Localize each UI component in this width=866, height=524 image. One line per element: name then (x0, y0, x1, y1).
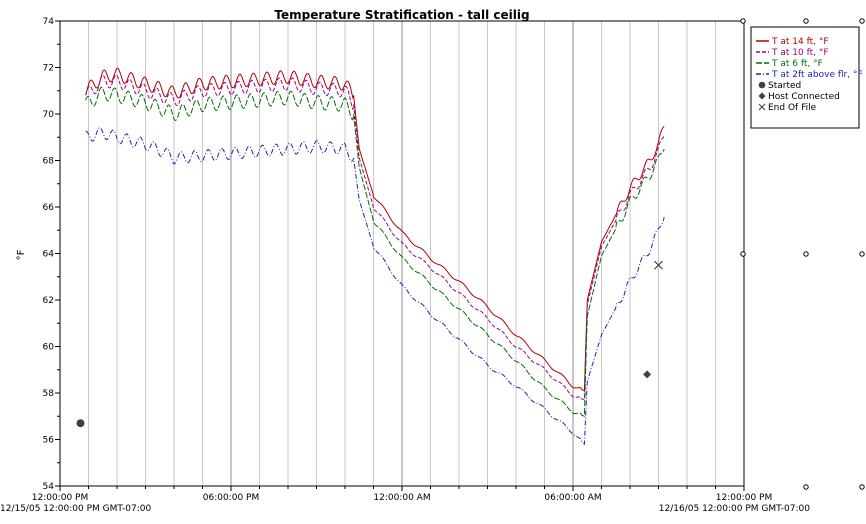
axis-node (803, 484, 809, 490)
x-tick-label: 12:00:00 PM (32, 493, 88, 503)
x-tick-label: 12:00:00 PM (716, 493, 772, 503)
legend-entry-4: T at 2ft above flr, °F (771, 70, 863, 80)
marker-end-of-file (654, 260, 663, 270)
chart-title: Temperature Stratification - tall ceilig (274, 8, 529, 22)
y-tick-label: 70 (43, 110, 55, 120)
date-label-left: 12/15/05 12:00:00 PM GMT-07:00 (0, 504, 151, 514)
y-tick-label: 64 (43, 250, 55, 260)
y-tick-label: 74 (43, 17, 55, 27)
axis-node (740, 251, 746, 257)
x-tick-label: 12:00:00 AM (373, 493, 430, 503)
x-tick-label: 06:00:00 AM (544, 493, 601, 503)
event-markers (76, 260, 663, 428)
marker-started (76, 419, 85, 428)
legend-marker-host (758, 92, 766, 100)
y-tick-label: 62 (43, 296, 54, 306)
y-tick-label: 68 (43, 157, 55, 167)
legend-entry-2: T at 10 ft, °F (771, 48, 829, 58)
y-tick-label: 72 (43, 64, 54, 74)
axis-node (740, 18, 746, 24)
series-line-2 (85, 74, 665, 401)
axis-node (859, 18, 865, 24)
y-tick-label: 54 (43, 482, 55, 492)
y-tick-label: 60 (43, 343, 55, 353)
legend-marker-eof (758, 103, 766, 111)
series-line-1 (85, 67, 665, 392)
date-label-right: 12/16/05 12:00:00 PM GMT-07:00 (659, 504, 810, 514)
axis-node (859, 484, 865, 490)
marker-host-connected (643, 370, 652, 379)
legend-entry-3: T at 6 ft, °F (771, 59, 823, 69)
axes: 54 56 58 60 62 64 66 68 70 72 74 12:00:00 PM 06:00:0… (32, 17, 865, 503)
legend-entry-1: T at 14 ft, °F (771, 37, 829, 47)
legend-entry-marker-2: Host Connected (768, 92, 840, 102)
legend-entry-marker-1: Started (768, 81, 801, 91)
y-tick-label: 66 (43, 203, 55, 213)
x-tick-label: 06:00:00 PM (203, 493, 259, 503)
axis-node (803, 18, 809, 24)
axis-node (803, 251, 809, 257)
legend-entry-marker-3: End Of File (768, 103, 817, 113)
y-tick-label: 58 (43, 389, 55, 399)
series-line-3 (85, 86, 665, 417)
legend: T at 14 ft, °FT at 10 ft, °FT at 6 ft, °… (750, 26, 863, 129)
axis-node (859, 251, 865, 257)
y-tick-label: 56 (43, 436, 55, 446)
legend-marker-started (758, 81, 766, 89)
legend-box (750, 26, 860, 129)
grid (88, 21, 716, 486)
y-axis-label: °F (16, 249, 27, 260)
series-group (85, 67, 665, 446)
